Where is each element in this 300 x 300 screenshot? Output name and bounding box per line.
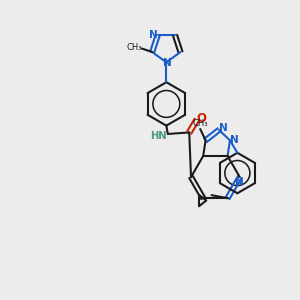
Text: N: N (149, 29, 158, 40)
Text: HN: HN (150, 131, 166, 141)
Text: O: O (196, 112, 206, 125)
Text: CH₃: CH₃ (192, 119, 208, 128)
Text: N: N (230, 135, 239, 145)
Text: N: N (236, 177, 244, 187)
Text: CH₃: CH₃ (127, 43, 142, 52)
Text: N: N (219, 123, 228, 133)
Text: N: N (163, 58, 171, 68)
